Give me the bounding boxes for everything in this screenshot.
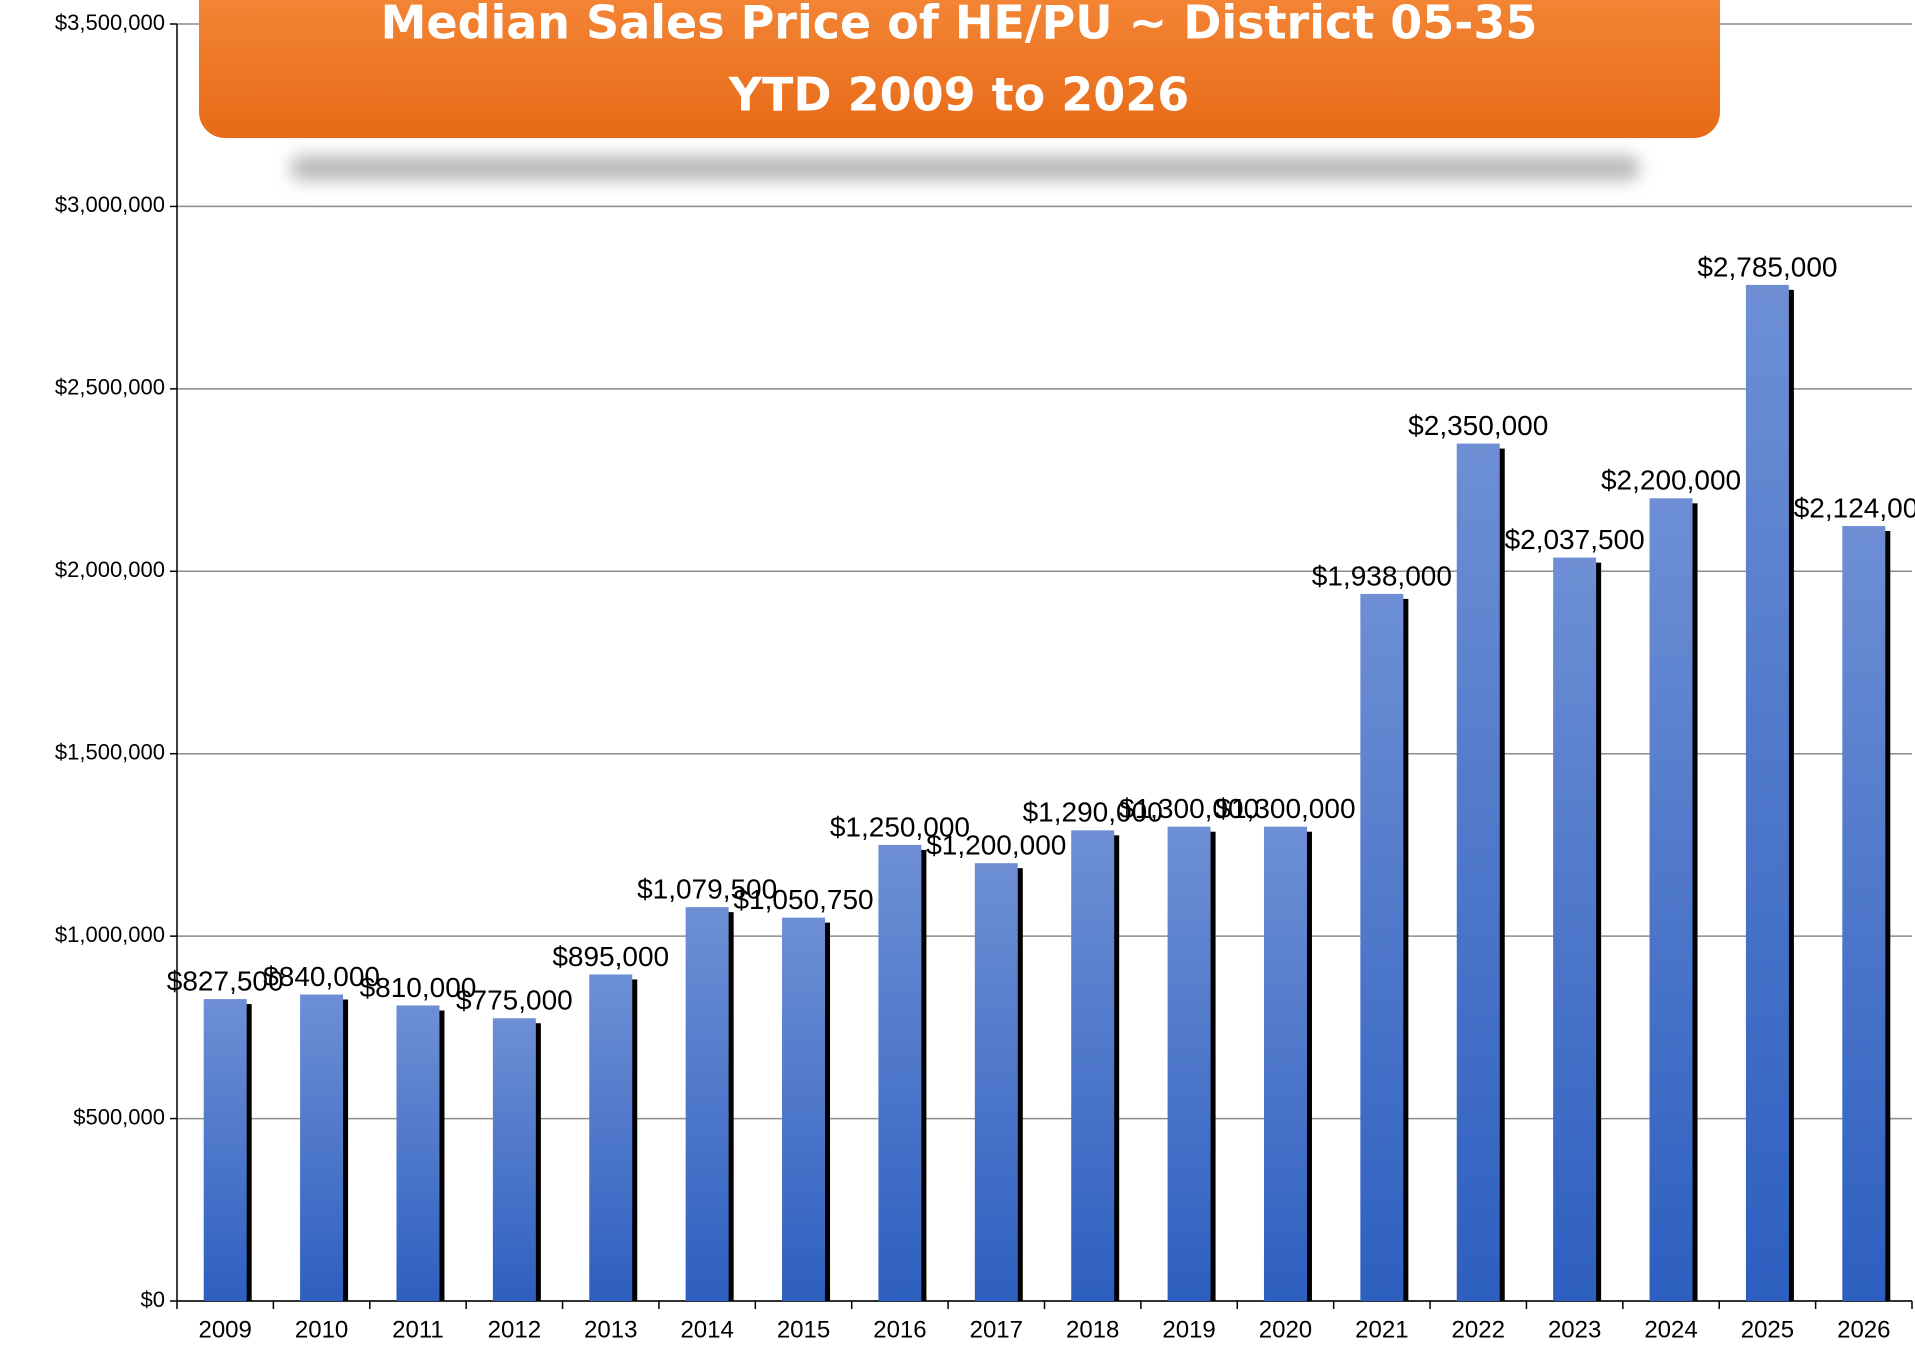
chart-subtitle: YTD 2009 to 2026	[728, 68, 1190, 122]
y-tick-label: $1,000,000	[55, 922, 165, 947]
x-tick-label: 2020	[1259, 1316, 1312, 1343]
x-tick-label: 2026	[1837, 1316, 1890, 1343]
value-label: $1,050,750	[733, 884, 873, 915]
y-tick-label: $3,000,000	[55, 192, 165, 217]
x-tick-label: 2016	[873, 1316, 926, 1343]
value-label: $2,785,000	[1697, 251, 1837, 282]
bar	[782, 917, 826, 1301]
y-tick-label: $1,500,000	[55, 740, 165, 765]
bar	[1167, 826, 1211, 1301]
value-label: $2,350,000	[1408, 410, 1548, 441]
bar	[1360, 593, 1404, 1301]
bar	[685, 907, 729, 1301]
x-tick-label: 2017	[970, 1316, 1023, 1343]
value-label: $1,300,000	[1119, 793, 1259, 824]
x-tick-label: 2019	[1162, 1316, 1215, 1343]
x-tick-label: 2023	[1548, 1316, 1601, 1343]
x-tick-label: 2010	[295, 1316, 348, 1343]
bar	[1649, 498, 1693, 1301]
value-label: $775,000	[456, 985, 573, 1016]
value-label: $1,079,500	[637, 874, 777, 905]
bar	[1071, 830, 1115, 1301]
bar	[1842, 526, 1886, 1301]
value-label: $2,037,500	[1505, 524, 1645, 555]
y-tick-label: $2,500,000	[55, 375, 165, 400]
x-tick-label: 2025	[1741, 1316, 1794, 1343]
bar	[878, 844, 922, 1301]
bar	[203, 999, 247, 1301]
value-label: $2,124,000	[1794, 492, 1915, 523]
value-label: $1,290,000	[1023, 797, 1163, 828]
y-tick-label: $0	[141, 1287, 165, 1312]
title-shadow	[290, 155, 1640, 181]
bar	[974, 863, 1018, 1301]
bar	[396, 1005, 440, 1301]
x-tick-label: 2013	[584, 1316, 637, 1343]
bar	[589, 974, 633, 1301]
value-label: $1,250,000	[830, 811, 970, 842]
value-label: $840,000	[263, 961, 380, 992]
x-tick-label: 2015	[777, 1316, 830, 1343]
x-tick-label: 2021	[1355, 1316, 1408, 1343]
chart-title: Median Sales Price of HE/PU ~ District 0…	[381, 0, 1538, 50]
plot-area: $0 $500,000 $1,000,000 $1,500,000 $2,000,000…	[55, 10, 1915, 1344]
x-tick-label: 2011	[392, 1316, 444, 1343]
x-tick-label: 2009	[198, 1316, 251, 1343]
title-box	[199, 0, 1720, 138]
bar	[1553, 557, 1597, 1301]
value-label: $1,300,000	[1215, 793, 1355, 824]
bar	[1456, 443, 1500, 1302]
x-tick-label: 2018	[1066, 1316, 1119, 1343]
value-label: $895,000	[552, 941, 669, 972]
bar	[1745, 284, 1789, 1301]
value-label: $1,938,000	[1312, 560, 1452, 591]
value-label: $2,200,000	[1601, 465, 1741, 496]
x-tick-label: 2022	[1452, 1316, 1505, 1343]
bar	[1263, 826, 1307, 1301]
bar	[300, 994, 344, 1301]
y-tick-label: $3,500,000	[55, 10, 165, 35]
value-label: $1,200,000	[926, 830, 1066, 861]
value-label: $810,000	[360, 972, 477, 1003]
value-label: $827,500	[167, 965, 284, 996]
x-tick-label: 2014	[680, 1316, 733, 1343]
y-tick-label: $500,000	[73, 1104, 165, 1129]
y-tick-label: $2,000,000	[55, 557, 165, 582]
bar	[492, 1018, 536, 1301]
x-tick-label: 2012	[488, 1316, 541, 1343]
x-tick-label: 2024	[1644, 1316, 1697, 1343]
